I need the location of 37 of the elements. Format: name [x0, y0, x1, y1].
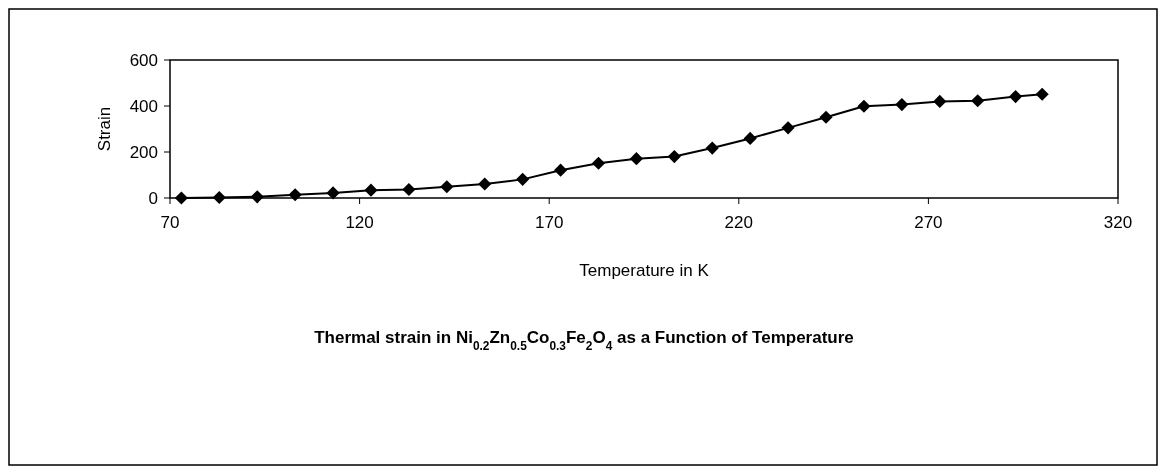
point	[1009, 90, 1023, 104]
x-tick-label: 70	[160, 213, 180, 232]
point	[895, 98, 909, 112]
x-tick-label: 170	[535, 213, 564, 232]
point	[402, 182, 416, 197]
point	[933, 94, 947, 108]
point	[478, 177, 492, 191]
point	[250, 190, 264, 204]
point	[326, 186, 340, 200]
x-tick-label: 320	[1103, 213, 1133, 232]
x-tick-label: 120	[345, 213, 374, 232]
point	[174, 191, 188, 205]
point	[516, 172, 530, 186]
point	[440, 180, 454, 194]
point	[819, 110, 833, 124]
point	[591, 156, 606, 170]
point	[743, 131, 757, 145]
point	[667, 150, 681, 164]
y-axis-title: Strain	[95, 106, 114, 152]
point	[1035, 87, 1049, 101]
y-tick-label: 200	[129, 142, 158, 162]
point	[781, 121, 795, 135]
x-tick-label: 220	[724, 213, 753, 232]
x-axis-title: Temperature in K	[579, 261, 710, 280]
point	[212, 190, 226, 205]
y-tick-label: 400	[129, 96, 158, 116]
point	[364, 183, 378, 197]
y-tick-label: 600	[129, 50, 158, 70]
point	[288, 188, 302, 202]
point	[554, 163, 568, 177]
chart-title: Thermal strain in Ni$_{0.2}$Zn$_{0.5}$Co$_{0.3}$Fe$_{2}$O$_{4}$ as a Function of Temperature	[314, 328, 854, 353]
y-tick-label: 0	[148, 188, 158, 208]
x-tick-label: 270	[914, 213, 943, 232]
point	[971, 94, 985, 108]
point	[629, 152, 643, 166]
point	[705, 141, 719, 155]
point	[857, 99, 871, 113]
